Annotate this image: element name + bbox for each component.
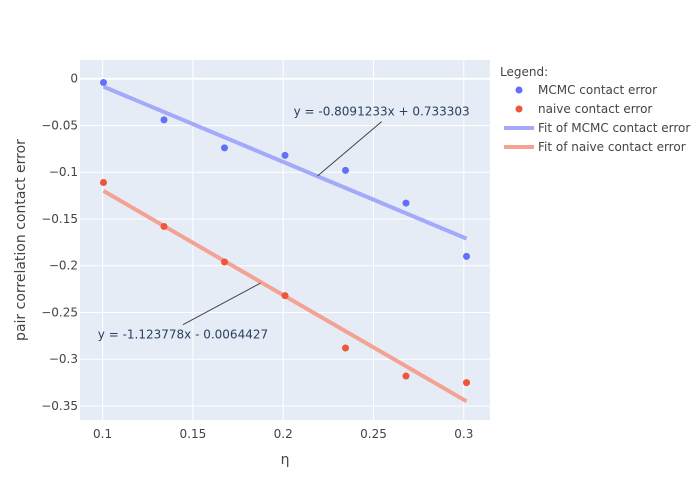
annotations: y = -0.8091233x + 0.733303 y = -1.123778x… bbox=[98, 105, 470, 342]
y-tick-label-5: −0.25 bbox=[41, 305, 78, 319]
x-tick-label-4: 0.3 bbox=[454, 427, 473, 441]
data-point-s1-5 bbox=[402, 372, 410, 380]
y-tick-label-1: −0.05 bbox=[41, 118, 78, 132]
data-point-s0-1 bbox=[160, 116, 168, 124]
data-point-s0-2 bbox=[220, 144, 228, 152]
data-point-s1-4 bbox=[342, 344, 350, 352]
data-point-s0-3 bbox=[281, 151, 289, 159]
y-tick-label-4: −0.2 bbox=[49, 259, 78, 273]
y-tick-label-6: −0.3 bbox=[49, 352, 78, 366]
annotation-text-0: y = -0.8091233x + 0.733303 bbox=[294, 105, 470, 119]
x-tick-label-2: 0.2 bbox=[274, 427, 293, 441]
fit-line-2 bbox=[102, 84, 468, 241]
data-point-s1-3 bbox=[281, 292, 289, 300]
y-tick-label-7: −0.35 bbox=[41, 399, 78, 413]
data-point-s1-6 bbox=[463, 379, 471, 387]
y-tick-label-2: −0.1 bbox=[49, 165, 78, 179]
legend-title: Legend: bbox=[500, 65, 548, 79]
data-points bbox=[99, 78, 471, 387]
annotation-arrow-0 bbox=[317, 121, 382, 177]
y-tick-label-3: −0.15 bbox=[41, 212, 78, 226]
x-tick-label-0: 0.1 bbox=[93, 427, 112, 441]
legend-label-mcmc-fit: Fit of MCMC contact error bbox=[538, 121, 690, 135]
legend-label-naive-fit: Fit of naive contact error bbox=[538, 140, 686, 154]
plot-background bbox=[80, 60, 490, 420]
data-point-s1-0 bbox=[99, 178, 107, 186]
legend-marker-mcmc bbox=[515, 86, 523, 94]
legend-marker-naive bbox=[515, 105, 523, 113]
data-point-s0-0 bbox=[99, 78, 107, 86]
data-point-s0-5 bbox=[402, 199, 410, 207]
x-tick-labels: 0.1 0.15 0.2 0.25 0.3 bbox=[93, 427, 473, 441]
y-axis-title: pair correlation contact error bbox=[13, 139, 29, 341]
legend-label-mcmc: MCMC contact error bbox=[538, 83, 657, 97]
data-point-s0-4 bbox=[342, 166, 350, 174]
data-point-s1-1 bbox=[160, 222, 168, 230]
data-point-s0-6 bbox=[463, 252, 471, 260]
data-point-s1-2 bbox=[220, 258, 228, 266]
y-tick-labels: 0 −0.05 −0.1 −0.15 −0.2 −0.25 −0.3 −0.35 bbox=[41, 72, 78, 413]
legend: Legend: MCMC contact error naive contact… bbox=[500, 65, 690, 154]
x-axis-title: η bbox=[281, 452, 290, 468]
annotation-text-1: y = -1.123778x - 0.0064427 bbox=[98, 328, 268, 342]
y-tick-label-0: 0 bbox=[70, 72, 78, 86]
annotation-arrow-1 bbox=[182, 282, 261, 326]
x-tick-label-1: 0.15 bbox=[180, 427, 207, 441]
legend-label-naive: naive contact error bbox=[538, 102, 652, 116]
x-tick-label-3: 0.25 bbox=[360, 427, 387, 441]
